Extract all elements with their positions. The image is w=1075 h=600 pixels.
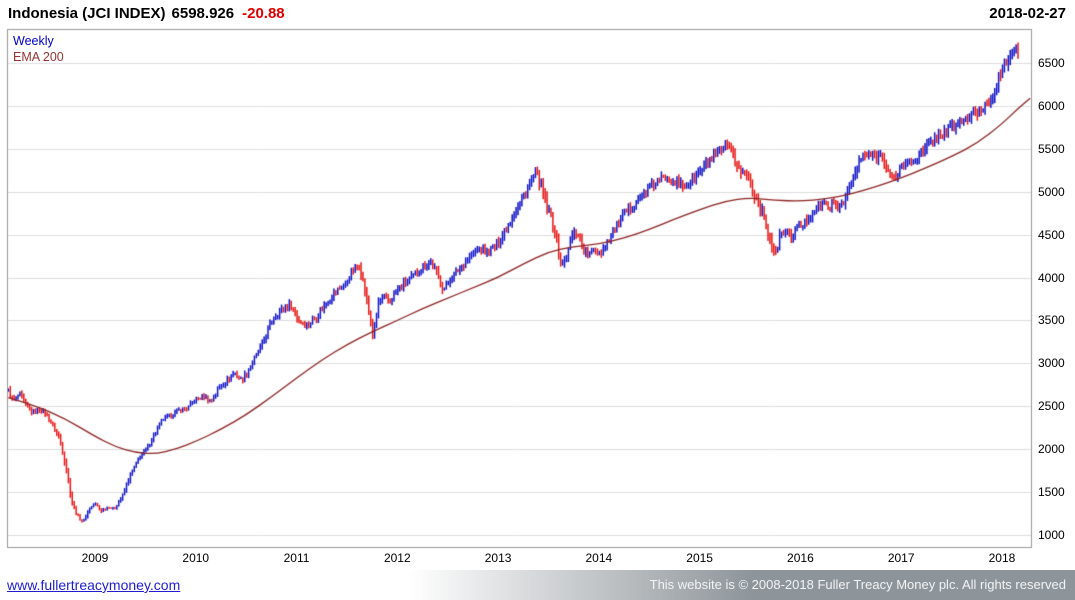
legend-timeframe: Weekly <box>13 34 54 48</box>
last-price: 6598.926 <box>171 5 235 22</box>
footer-bar: www.fullertreacymoney.com This website i… <box>0 570 1075 600</box>
y-tick-label: 3500 <box>1038 313 1065 328</box>
x-tick-label: 2017 <box>887 551 915 565</box>
x-tick-label: 2016 <box>787 551 814 565</box>
x-tick-label: 2012 <box>383 551 411 565</box>
chart-legend: Weekly EMA 200 <box>13 33 64 65</box>
y-tick-label: 4500 <box>1038 227 1065 242</box>
y-tick-label: 3000 <box>1038 356 1065 371</box>
x-tick-label: 2010 <box>182 551 210 565</box>
x-tick-label: 2009 <box>81 551 109 565</box>
y-tick-label: 6500 <box>1038 55 1065 70</box>
copyright-text: This website is © 2008-2018 Fuller Treac… <box>649 577 1066 592</box>
y-tick-label: 5500 <box>1038 141 1065 156</box>
y-tick-label: 6000 <box>1038 98 1065 113</box>
chart-date: 2018-02-27 <box>989 5 1066 22</box>
x-tick-label: 2014 <box>585 551 613 565</box>
x-tick-label: 2018 <box>988 551 1016 565</box>
chart-header: Indonesia (JCI INDEX) 6598.926 -20.88 <box>8 5 285 22</box>
x-tick-label: 2011 <box>283 551 310 565</box>
x-tick-label: 2013 <box>484 551 512 565</box>
y-tick-label: 1000 <box>1038 528 1065 543</box>
x-tick-label: 2015 <box>686 551 713 565</box>
y-tick-label: 4000 <box>1038 270 1065 285</box>
change-value: -20.88 <box>242 5 285 22</box>
y-tick-label: 1500 <box>1038 485 1065 500</box>
legend-overlay: EMA 200 <box>13 50 64 64</box>
y-tick-label: 2500 <box>1038 399 1065 414</box>
site-link[interactable]: www.fullertreacymoney.com <box>7 577 181 593</box>
y-tick-label: 2000 <box>1038 442 1065 457</box>
y-tick-label: 5000 <box>1038 184 1065 199</box>
instrument-name: Indonesia (JCI INDEX) <box>8 5 166 22</box>
